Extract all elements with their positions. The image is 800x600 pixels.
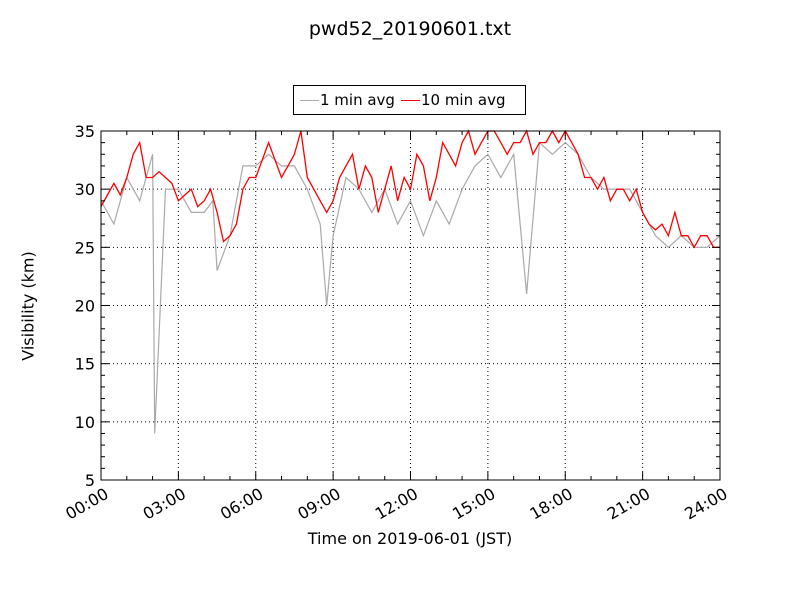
legend-item-1min: 1 min avg [294, 91, 395, 109]
x-tick-label: 06:00 [217, 484, 266, 524]
legend-item-10min: 10 min avg [395, 91, 506, 109]
axis-ticks: 00:00 03:00 06:00 09:00 12:00 15:00 18:00 21:00… [62, 122, 730, 524]
x-tick-label: 03:00 [140, 484, 189, 524]
x-tick-label: 09:00 [294, 484, 343, 524]
series-1min [100, 141, 721, 434]
y-tick-label: 35 [75, 122, 95, 141]
legend-label-1min: 1 min avg [320, 91, 395, 109]
y-tick-label: 15 [75, 355, 95, 374]
x-tick-label: 18:00 [526, 484, 575, 524]
y-tick-label: 5 [85, 471, 95, 490]
grid-lines [101, 131, 720, 480]
legend: 1 min avg 10 min avg [293, 85, 526, 115]
y-tick-label: 25 [75, 238, 95, 257]
x-tick-label: 24:00 [681, 484, 730, 524]
chart-title: pwd52_20190601.txt [308, 18, 512, 40]
x-tick-label: 15:00 [449, 484, 498, 524]
x-tick-label: 21:00 [604, 484, 653, 524]
legend-swatch-1min [300, 99, 319, 101]
legend-label-10min: 10 min avg [420, 91, 506, 109]
y-tick-label: 20 [75, 297, 95, 316]
x-axis-label: Time on 2019-06-01 (JST) [307, 529, 513, 548]
series-line-1min [100, 141, 721, 434]
y-tick-label: 10 [75, 413, 95, 432]
y-axis-label: Visibility (km) [18, 251, 38, 361]
legend-swatch-10min [400, 99, 420, 101]
series-10min [100, 129, 720, 249]
y-tick-label: 30 [75, 180, 95, 199]
series-line-10min [100, 129, 720, 249]
x-tick-label: 12:00 [372, 484, 421, 524]
